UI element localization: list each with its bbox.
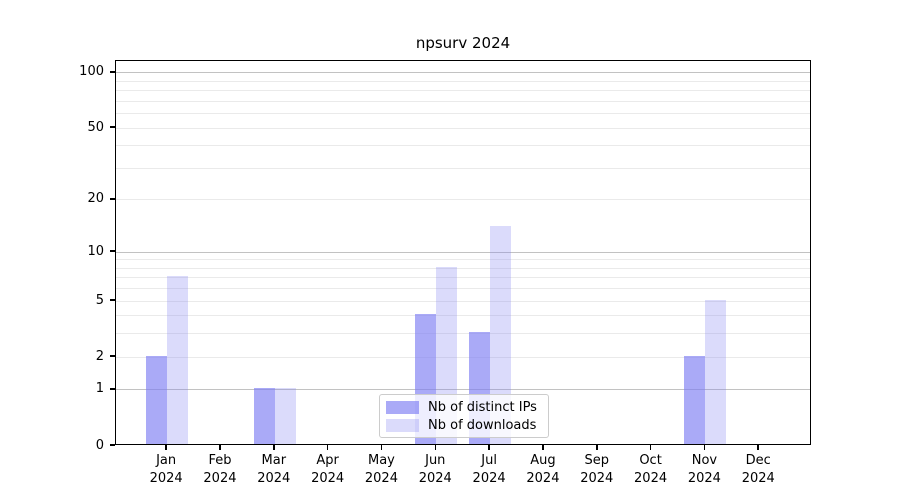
gridline-major <box>116 389 810 391</box>
gridline-minor <box>116 267 810 269</box>
y-axis-tick <box>110 299 115 301</box>
x-axis-tick <box>596 445 598 450</box>
bar-jan-nb-of-downloads <box>167 276 189 445</box>
gridline-minor <box>116 145 810 147</box>
gridline-minor <box>116 90 810 92</box>
y-axis-tick <box>110 355 115 357</box>
gridline-minor <box>116 300 810 302</box>
x-tick-label: Jul 2024 <box>472 453 506 486</box>
legend-label-downloads: Nb of downloads <box>428 417 537 433</box>
x-axis-tick <box>649 445 652 450</box>
x-tick-label: May 2024 <box>364 453 398 486</box>
y-tick-label: 0 <box>95 437 104 453</box>
bar-mar-nb-of-distinct-ips <box>253 388 275 445</box>
x-tick-label: Aug 2024 <box>526 453 560 486</box>
x-tick-label: Dec 2024 <box>741 453 775 486</box>
y-axis-tick <box>110 444 115 446</box>
bar-jul-nb-of-downloads <box>490 225 512 445</box>
x-tick-label: Apr 2024 <box>311 453 345 486</box>
gridline-major <box>116 72 810 74</box>
x-tick-label: Jan 2024 <box>149 453 183 486</box>
legend-swatch-downloads-icon <box>386 418 419 432</box>
y-tick-label: 1 <box>95 381 104 397</box>
x-axis-tick <box>542 445 544 450</box>
x-axis-tick <box>434 445 437 450</box>
x-tick-label: Jun 2024 <box>418 453 452 486</box>
bar-nov-nb-of-downloads <box>705 299 727 445</box>
x-axis-tick <box>273 445 275 450</box>
legend-row-distinct-ips: Nb of distinct IPs <box>386 399 540 415</box>
x-tick-label: Mar 2024 <box>257 453 291 486</box>
y-tick-label: 2 <box>95 348 104 364</box>
plot-area: Nb of distinct IPs Nb of downloads <box>115 60 811 445</box>
gridline-minor <box>116 80 810 82</box>
gridline-minor <box>116 288 810 290</box>
x-axis-tick <box>219 445 221 450</box>
x-tick-label: Feb 2024 <box>203 453 237 486</box>
y-tick-label: 10 <box>87 243 104 259</box>
gridline-minor <box>116 315 810 317</box>
chart-title: npsurv 2024 <box>415 34 511 52</box>
y-axis-tick <box>110 198 115 200</box>
y-axis-tick <box>110 250 115 252</box>
legend-swatch-distinct-ips-icon <box>386 400 419 414</box>
gridline-minor <box>116 167 810 169</box>
legend: Nb of distinct IPs Nb of downloads <box>379 394 549 438</box>
y-axis-tick <box>110 71 115 73</box>
x-tick-label: Nov 2024 <box>687 453 721 486</box>
y-tick-label: 5 <box>95 292 104 308</box>
x-axis-tick <box>165 445 167 450</box>
y-tick-label: 20 <box>87 191 104 207</box>
bar-nov-nb-of-distinct-ips <box>684 355 706 445</box>
x-axis-tick <box>380 445 383 450</box>
gridline-major <box>116 251 810 253</box>
y-tick-label: 50 <box>87 119 104 135</box>
y-axis-tick <box>110 388 115 390</box>
x-axis-tick <box>757 445 759 450</box>
x-axis-tick <box>703 445 706 450</box>
x-axis-tick <box>488 445 490 450</box>
x-tick-label: Sep 2024 <box>580 453 614 486</box>
legend-label-distinct-ips: Nb of distinct IPs <box>428 399 537 415</box>
bar-mar-nb-of-downloads <box>274 388 296 445</box>
y-tick-label: 100 <box>79 64 104 80</box>
gridline-minor <box>116 127 810 129</box>
legend-row-downloads: Nb of downloads <box>386 417 540 433</box>
bar-jan-nb-of-distinct-ips <box>146 355 168 445</box>
x-tick-label: Oct 2024 <box>634 453 668 486</box>
y-axis-tick <box>110 126 115 128</box>
x-axis-tick <box>326 445 329 450</box>
gridline-minor <box>116 333 810 335</box>
gridline-minor <box>116 199 810 201</box>
gridline-minor <box>116 100 810 102</box>
gridline-minor <box>116 259 810 261</box>
gridline-minor <box>116 277 810 279</box>
gridline-minor <box>116 113 810 115</box>
gridline-minor <box>116 356 810 358</box>
